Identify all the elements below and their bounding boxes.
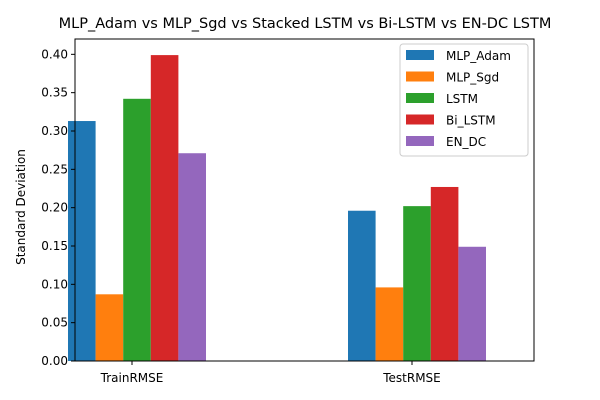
y-tick-label: 0.05 bbox=[41, 316, 68, 330]
y-axis-label: Standard Deviation bbox=[14, 149, 28, 265]
bar-en-dc-trainrmse bbox=[178, 153, 206, 361]
y-tick-label: 0.40 bbox=[41, 47, 68, 61]
bar-bi-lstm-testrmse bbox=[430, 186, 459, 361]
bar-mlp-adam-trainrmse bbox=[68, 121, 96, 362]
x-tick-label: TestRMSE bbox=[382, 371, 441, 385]
y-axis: 0.00 0.05 0.10 0.15 0.20 0.25 0.30 0.35 0.40 bbox=[41, 47, 75, 368]
x-tick-label: TrainRMSE bbox=[100, 371, 164, 385]
legend-label: MLP_Sgd bbox=[446, 71, 499, 85]
bar-mlp-adam-testrmse bbox=[348, 210, 376, 361]
y-tick-label: 0.10 bbox=[41, 277, 68, 291]
bar-mlp-sgd-testrmse bbox=[375, 287, 404, 361]
legend: MLP_Adam MLP_Sgd LSTM Bi_LSTM EN_DC bbox=[399, 43, 529, 157]
legend-swatch bbox=[406, 114, 434, 125]
y-tick-label: 0.20 bbox=[41, 201, 68, 215]
legend-label: LSTM bbox=[446, 92, 478, 106]
x-axis: TrainRMSE TestRMSE bbox=[100, 361, 441, 385]
y-tick-label: 0.15 bbox=[41, 239, 68, 253]
chart-title: MLP_Adam vs MLP_Sgd vs Stacked LSTM vs B… bbox=[59, 16, 552, 32]
bar-en-dc-testrmse bbox=[458, 246, 486, 361]
y-tick-label: 0.35 bbox=[41, 86, 68, 100]
legend-label: MLP_Adam bbox=[446, 49, 511, 63]
plot-area bbox=[68, 55, 486, 362]
bar-mlp-sgd-trainrmse bbox=[95, 294, 124, 361]
y-tick-label: 0.25 bbox=[41, 162, 68, 176]
bar-lstm-trainrmse bbox=[123, 98, 151, 362]
legend-label: EN_DC bbox=[446, 135, 486, 149]
legend-swatch bbox=[406, 71, 434, 82]
legend-label: Bi_LSTM bbox=[446, 114, 496, 128]
y-tick-label: 0.30 bbox=[41, 124, 68, 138]
legend-swatch bbox=[406, 93, 434, 103]
y-tick-label: 0.00 bbox=[41, 354, 68, 368]
plot-frame bbox=[74, 38, 535, 362]
bar-bi-lstm-trainrmse bbox=[150, 55, 179, 361]
bar-lstm-testrmse bbox=[403, 206, 431, 361]
legend-swatch bbox=[406, 50, 434, 60]
legend-swatch bbox=[406, 136, 434, 146]
